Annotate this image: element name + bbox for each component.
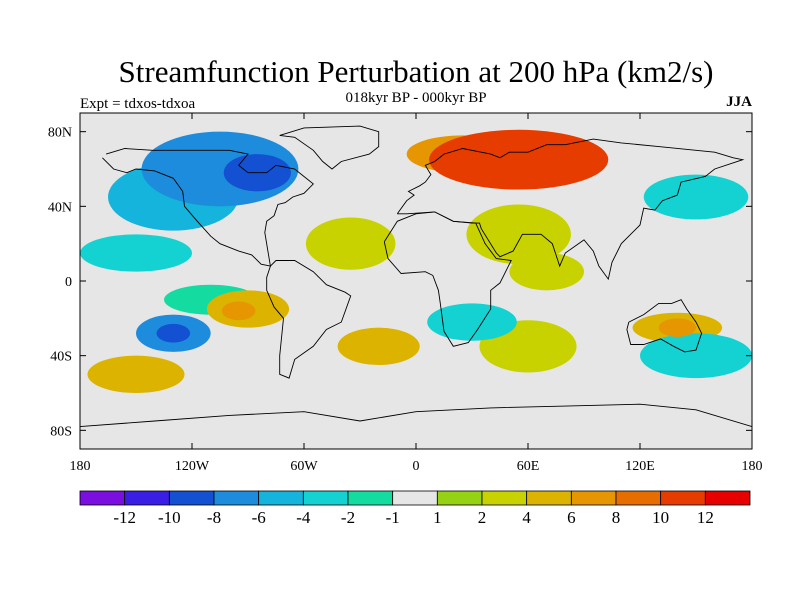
colorbar-swatch-11 [570, 490, 617, 506]
field-anomaly-20 [87, 355, 185, 394]
lon-tick-label-4: 60E [517, 459, 540, 474]
colorbar-swatch-2 [168, 490, 215, 506]
experiment-label: Expt = tdxos-tdxoa [80, 96, 195, 112]
lat-tick-label-0: 80N [48, 126, 72, 141]
lat-tick-label-1: 40N [48, 200, 72, 215]
lon-tick-label-0: 180 [70, 459, 91, 474]
coastline-0 [102, 148, 314, 267]
map-panel: 80N 40N 0 40S 80S 180 120W 60W 0 60E 120E 180 [48, 112, 763, 474]
colorbar-swatch-9 [481, 490, 528, 506]
coastline-5 [279, 125, 380, 170]
colorbar-swatch-4 [258, 490, 304, 506]
field-anomaly-3 [80, 234, 192, 272]
lon-tick-label-3: 0 [413, 459, 420, 474]
colorbar-label-7: 1 [433, 508, 442, 527]
colorbar-label-11: 8 [612, 508, 621, 527]
coastline-4 [626, 299, 703, 353]
colorbar-label-6: -1 [386, 508, 400, 527]
colorbar-label-12: 10 [652, 508, 669, 527]
period-label: 018kyr BP - 000kyr BP [345, 90, 486, 106]
colorbar-swatch-14 [704, 490, 751, 506]
field-anomaly-12 [221, 301, 256, 321]
colorbar-label-3: -6 [252, 508, 266, 527]
colorbar-swatch-12 [615, 490, 662, 506]
colorbar-label-9: 4 [522, 508, 531, 527]
field-anomaly-19 [337, 327, 420, 366]
field-anomaly-21 [509, 252, 584, 291]
colorbar-label-1: -10 [158, 508, 181, 527]
colorbar-swatch-3 [213, 490, 260, 506]
lat-tick-label-4: 80S [50, 424, 72, 439]
colorbar-swatch-6 [347, 490, 394, 506]
field-anomaly-14 [427, 303, 517, 341]
colorbar-swatch-5 [302, 490, 349, 506]
field-anomaly-5 [156, 323, 191, 343]
colorbar-label-10: 6 [567, 508, 576, 527]
field-anomaly-10 [466, 204, 571, 265]
field-anomaly-9 [305, 217, 396, 270]
colorbar-swatch-10 [526, 490, 572, 506]
colorbar-swatch-0 [79, 490, 126, 506]
colorbar-label-5: -2 [341, 508, 355, 527]
latitude-axis: 80N 40N 0 40S 80S [48, 126, 752, 439]
figure-title: Streamfunction Perturbation at 200 hPa (… [119, 54, 714, 89]
coastline-3 [383, 211, 512, 347]
colorbar: -12 -10 -8 -6 -4 -2 -1 1 2 4 6 8 10 12 [79, 490, 751, 527]
field-anomaly-17 [640, 333, 752, 379]
colorbar-label-0: -12 [113, 508, 136, 527]
lon-tick-label-1: 120W [175, 459, 210, 474]
colorbar-swatch-8 [436, 490, 483, 506]
lat-tick-label-2: 0 [65, 275, 72, 290]
colorbar-label-8: 2 [478, 508, 487, 527]
colorbar-swatch-7 [392, 490, 438, 506]
coastline-layer [80, 125, 752, 428]
colorbar-label-4: -4 [296, 508, 311, 527]
coastline-6 [80, 403, 752, 428]
coastline-1 [266, 260, 352, 379]
lat-tick-label-3: 40S [50, 350, 72, 365]
lon-tick-label-2: 60W [290, 459, 318, 474]
field-anomaly-7 [429, 129, 609, 190]
longitude-axis: 180 120W 60W 0 60E 120E 180 [70, 113, 763, 474]
field-anomaly-18 [643, 174, 749, 220]
colorbar-swatch-1 [124, 490, 170, 506]
colorbar-swatch-13 [660, 490, 706, 506]
season-label: JJA [726, 94, 752, 110]
field-anomaly-16 [658, 318, 696, 337]
colorbar-label-2: -8 [207, 508, 221, 527]
lon-tick-label-6: 180 [742, 459, 763, 474]
coastline-2 [396, 138, 745, 281]
colorbar-label-13: 12 [697, 508, 714, 527]
lon-tick-label-5: 120E [625, 459, 655, 474]
